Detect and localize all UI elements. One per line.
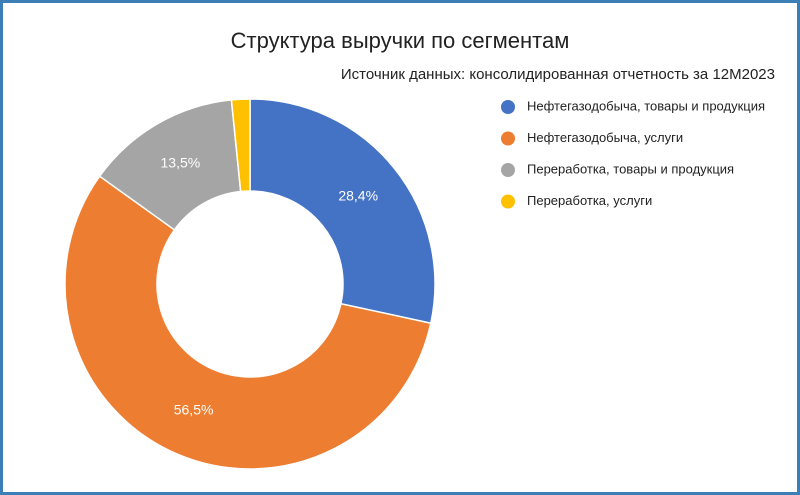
data-label: 28,4% xyxy=(338,187,378,203)
legend-label: Переработка, услуги xyxy=(527,193,652,208)
chart-title: Структура выручки по сегментам xyxy=(231,28,570,53)
chart-subtitle: Источник данных: консолидированная отчет… xyxy=(341,66,775,83)
legend-label: Нефтегазодобыча, товары и продукция xyxy=(527,98,765,113)
donut-slice xyxy=(249,98,436,325)
chart: Структура выручки по сегментам Источник … xyxy=(64,28,775,470)
donut-slice xyxy=(64,175,432,470)
legend-label: Нефтегазодобыча, услуги xyxy=(527,130,683,145)
data-label: 56,5% xyxy=(174,402,214,418)
donut-slice xyxy=(230,98,251,193)
legend-marker xyxy=(501,100,515,114)
legend-marker xyxy=(501,131,515,146)
data-label: 13,5% xyxy=(161,154,201,170)
legend-marker xyxy=(501,194,515,209)
legend-label: Переработка, товары и продукция xyxy=(527,161,734,176)
legend-marker xyxy=(501,163,515,177)
